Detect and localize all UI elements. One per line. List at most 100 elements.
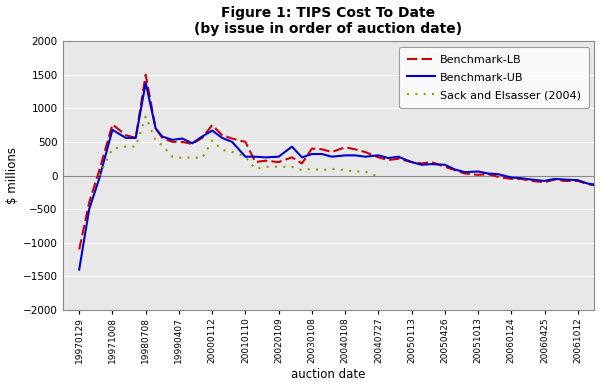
Benchmark-LB	[275, 160, 282, 164]
Benchmark-UB	[152, 126, 159, 131]
Benchmark-LB	[242, 140, 249, 144]
Title: Figure 1: TIPS Cost To Date
(by issue in order of auction date): Figure 1: TIPS Cost To Date (by issue in…	[194, 5, 463, 36]
Benchmark-LB	[328, 150, 335, 154]
Benchmark-LB	[298, 161, 305, 166]
Benchmark-LB	[122, 133, 130, 137]
Benchmark-UB	[86, 207, 93, 211]
Line: Benchmark-LB: Benchmark-LB	[79, 75, 598, 250]
Benchmark-UB	[218, 135, 226, 140]
Benchmark-UB	[385, 156, 392, 160]
Sack and Elsasser (2004)	[262, 164, 269, 169]
Benchmark-LB	[574, 178, 581, 183]
Benchmark-LB	[169, 140, 176, 144]
Benchmark-UB	[541, 178, 548, 183]
Benchmark-LB	[289, 155, 296, 160]
Benchmark-LB	[218, 133, 226, 137]
Benchmark-UB	[169, 137, 176, 142]
Benchmark-UB	[418, 163, 425, 167]
Benchmark-LB	[229, 136, 236, 141]
Sack and Elsasser (2004)	[142, 114, 149, 119]
Benchmark-LB	[159, 135, 166, 140]
Benchmark-LB	[451, 168, 458, 173]
Benchmark-UB	[142, 80, 149, 85]
Benchmark-LB	[408, 160, 415, 164]
Benchmark-LB	[508, 176, 515, 181]
Benchmark-UB	[229, 140, 236, 144]
Benchmark-UB	[561, 177, 568, 182]
Benchmark-UB	[594, 183, 600, 187]
Benchmark-UB	[395, 154, 402, 159]
Benchmark-LB	[484, 172, 491, 176]
Benchmark-LB	[95, 168, 103, 173]
Benchmark-LB	[142, 72, 149, 77]
Benchmark-LB	[594, 183, 600, 188]
Benchmark-LB	[252, 160, 259, 164]
Benchmark-LB	[518, 176, 525, 181]
Benchmark-LB	[584, 182, 592, 187]
Sack and Elsasser (2004)	[298, 168, 305, 173]
Benchmark-UB	[361, 154, 368, 159]
Benchmark-UB	[375, 153, 382, 158]
Benchmark-LB	[494, 175, 502, 179]
Sack and Elsasser (2004)	[275, 164, 282, 169]
Benchmark-UB	[199, 134, 206, 139]
Benchmark-LB	[188, 142, 196, 146]
Benchmark-UB	[109, 127, 116, 132]
Sack and Elsasser (2004)	[169, 154, 176, 159]
Benchmark-UB	[188, 141, 196, 146]
Sack and Elsasser (2004)	[341, 168, 349, 173]
Benchmark-LB	[262, 158, 269, 163]
Sack and Elsasser (2004)	[95, 173, 103, 178]
Sack and Elsasser (2004)	[289, 164, 296, 169]
Benchmark-UB	[76, 267, 83, 272]
Sack and Elsasser (2004)	[109, 146, 116, 151]
Benchmark-UB	[179, 136, 186, 141]
Benchmark-LB	[441, 164, 448, 169]
Sack and Elsasser (2004)	[122, 144, 130, 149]
Benchmark-UB	[352, 153, 359, 158]
Benchmark-LB	[461, 171, 469, 176]
Benchmark-UB	[428, 162, 435, 166]
Benchmark-LB	[352, 147, 359, 152]
Line: Benchmark-UB: Benchmark-UB	[79, 83, 598, 270]
Legend: Benchmark-LB, Benchmark-UB, Sack and Elsasser (2004): Benchmark-LB, Benchmark-UB, Sack and Els…	[399, 47, 589, 108]
Sack and Elsasser (2004)	[328, 166, 335, 171]
Sack and Elsasser (2004)	[308, 166, 316, 171]
Benchmark-LB	[541, 180, 548, 185]
Sack and Elsasser (2004)	[218, 148, 226, 152]
Benchmark-UB	[209, 128, 216, 133]
Line: Sack and Elsasser (2004): Sack and Elsasser (2004)	[99, 116, 379, 177]
Benchmark-UB	[494, 172, 502, 176]
Benchmark-LB	[318, 147, 325, 152]
Sack and Elsasser (2004)	[242, 154, 249, 159]
Benchmark-LB	[109, 122, 116, 127]
Sack and Elsasser (2004)	[188, 155, 196, 160]
Benchmark-LB	[179, 140, 186, 144]
Benchmark-LB	[76, 247, 83, 252]
Benchmark-LB	[475, 173, 482, 177]
Benchmark-LB	[152, 126, 159, 131]
Benchmark-UB	[408, 160, 415, 164]
Benchmark-UB	[252, 154, 259, 159]
Benchmark-UB	[451, 167, 458, 172]
Benchmark-LB	[132, 135, 139, 140]
Benchmark-LB	[308, 146, 316, 151]
Sack and Elsasser (2004)	[352, 169, 359, 174]
Benchmark-UB	[132, 135, 139, 140]
Benchmark-UB	[242, 154, 249, 159]
Sack and Elsasser (2004)	[179, 156, 186, 160]
Benchmark-UB	[518, 176, 525, 180]
Benchmark-UB	[289, 144, 296, 149]
Benchmark-LB	[527, 178, 535, 183]
Benchmark-LB	[209, 123, 216, 127]
Benchmark-UB	[508, 175, 515, 180]
Sack and Elsasser (2004)	[159, 143, 166, 147]
Benchmark-LB	[341, 145, 349, 150]
Benchmark-UB	[275, 154, 282, 159]
X-axis label: auction date: auction date	[292, 368, 366, 382]
Sack and Elsasser (2004)	[209, 138, 216, 143]
Benchmark-LB	[551, 177, 558, 182]
Benchmark-LB	[199, 135, 206, 140]
Benchmark-LB	[395, 156, 402, 161]
Benchmark-UB	[341, 153, 349, 158]
